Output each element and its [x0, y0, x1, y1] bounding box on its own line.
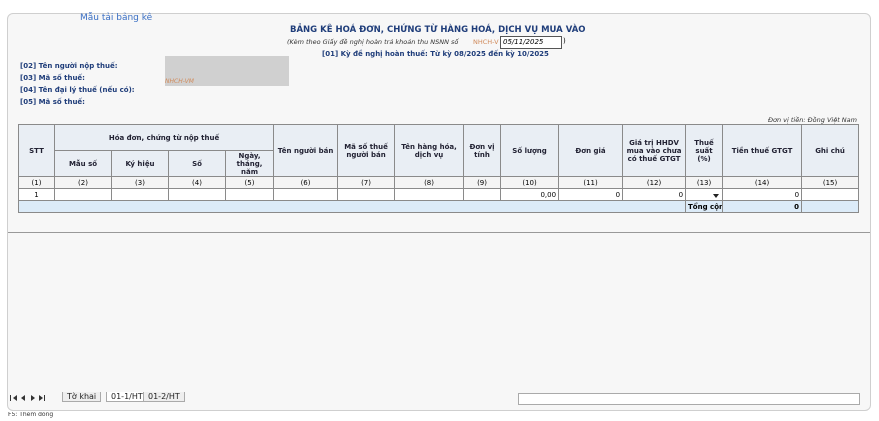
sheet-tab[interactable]: 01-1/HT	[106, 392, 148, 402]
column-number: (14)	[722, 176, 803, 189]
cell-unit-price[interactable]: 0	[558, 188, 624, 201]
field-label: [02] Tên người nộp thuế:	[20, 62, 118, 70]
cell[interactable]	[54, 188, 112, 201]
column-header: Số	[168, 150, 226, 177]
cell[interactable]	[111, 188, 169, 201]
cell[interactable]	[337, 188, 396, 201]
column-header: Ghi chú	[801, 124, 860, 177]
dropdown-arrow[interactable]	[712, 193, 720, 199]
column-header: Giá trị HHDV mua vào chưa có thuế GTGT	[622, 124, 687, 177]
cell[interactable]	[801, 188, 860, 201]
subtitle-code: NHCH-V	[473, 38, 499, 46]
sheet-tab[interactable]: 01-2/HT	[143, 392, 185, 402]
currency-note: Đơn vị tiền: Đồng Việt Nam	[767, 116, 857, 124]
column-number: (13)	[685, 176, 724, 189]
column-header: Mã số thuế người bán	[337, 124, 396, 177]
column-header: Mẫu số	[54, 150, 112, 177]
date-input[interactable]: 05/11/2025	[500, 36, 562, 49]
column-number: (8)	[394, 176, 465, 189]
column-number: (5)	[224, 176, 275, 189]
cell-value[interactable]: 0	[622, 188, 687, 201]
total-row: Tổng cộng0	[17, 200, 860, 213]
form-title: BẢNG KÊ HOÁ ĐƠN, CHỨNG TỪ HÀNG HOÁ, DỊCH…	[290, 25, 586, 35]
column-header: Đơn vị tính	[463, 124, 502, 177]
column-header: Tên hàng hóa, dịch vụ	[394, 124, 465, 177]
tax-code-box	[165, 56, 289, 86]
divider	[8, 232, 870, 233]
total-value: 0	[722, 200, 803, 213]
cell[interactable]	[685, 188, 724, 201]
status-hint: F5: Thêm dòng	[8, 412, 54, 418]
column-header: Ngày, tháng, năm	[224, 150, 275, 177]
field-label: [03] Mã số thuế:	[20, 74, 85, 82]
cell[interactable]	[273, 188, 339, 201]
invoice-table: STT Hóa đơn, chứng từ nộp thuế Tên người b…	[17, 124, 860, 213]
total-blank	[801, 200, 860, 213]
tab-nav[interactable]	[8, 392, 58, 404]
group-header: Hóa đơn, chứng từ nộp thuế	[53, 124, 275, 151]
column-header: Thuế suất (%)	[685, 124, 724, 177]
h-scrollbar[interactable]	[518, 393, 860, 405]
cell[interactable]	[463, 188, 502, 201]
field-label: [04] Tên đại lý thuế (nếu có):	[20, 86, 135, 94]
sheet-tab[interactable]: Tờ khai	[62, 392, 102, 402]
column-header: Số lượng	[500, 124, 560, 177]
number-row: (1) (2) (3) (4) (5) (6) (7) (8) (9) (10) (11) (12)(…	[18, 176, 860, 189]
header-row: STT Hóa đơn, chứng từ nộp thuế Tên người b…	[18, 124, 860, 177]
cell[interactable]	[224, 188, 275, 201]
cell[interactable]	[168, 188, 226, 201]
column-number: (3)	[111, 176, 169, 189]
column-header: Tiền thuế GTGT	[722, 124, 803, 177]
column-number: (1)	[18, 176, 55, 189]
subtitle: (Kèm theo Giấy đề nghị hoàn trả khoản th…	[287, 38, 459, 46]
subtitle-suffix: )	[563, 37, 566, 45]
column-number: (15)	[801, 176, 860, 189]
column-number: (2)	[54, 176, 112, 189]
field-label: [05] Mã số thuế:	[20, 98, 85, 106]
column-number: (6)	[273, 176, 339, 189]
data-row: 1 0,00 0 0 0	[18, 188, 860, 201]
cell-stt[interactable]: 1	[18, 188, 55, 201]
cell-tax[interactable]: 0	[722, 188, 803, 201]
period: [01] Kỳ đề nghị hoàn thuế: Từ kỳ 08/2025…	[322, 50, 549, 58]
column-number: (9)	[463, 176, 502, 189]
column-header: STT	[18, 124, 55, 177]
column-number: (10)	[500, 176, 560, 189]
column-number: (7)	[337, 176, 396, 189]
total-label: Tổng cộng	[685, 200, 724, 213]
cell[interactable]	[394, 188, 465, 201]
cell-quantity[interactable]: 0,00	[500, 188, 560, 201]
template-link[interactable]: Mẫu tải bảng kê	[80, 13, 153, 23]
column-header: Ký hiệu	[111, 150, 169, 177]
column-number: (12)	[622, 176, 687, 189]
column-header: Đơn giá	[558, 124, 624, 177]
column-header: Tên người bán	[273, 124, 339, 177]
total-blank	[17, 200, 687, 213]
column-number: (11)	[558, 176, 624, 189]
column-number: (4)	[168, 176, 226, 189]
tax-code-value: NHCH-VM	[165, 78, 194, 85]
